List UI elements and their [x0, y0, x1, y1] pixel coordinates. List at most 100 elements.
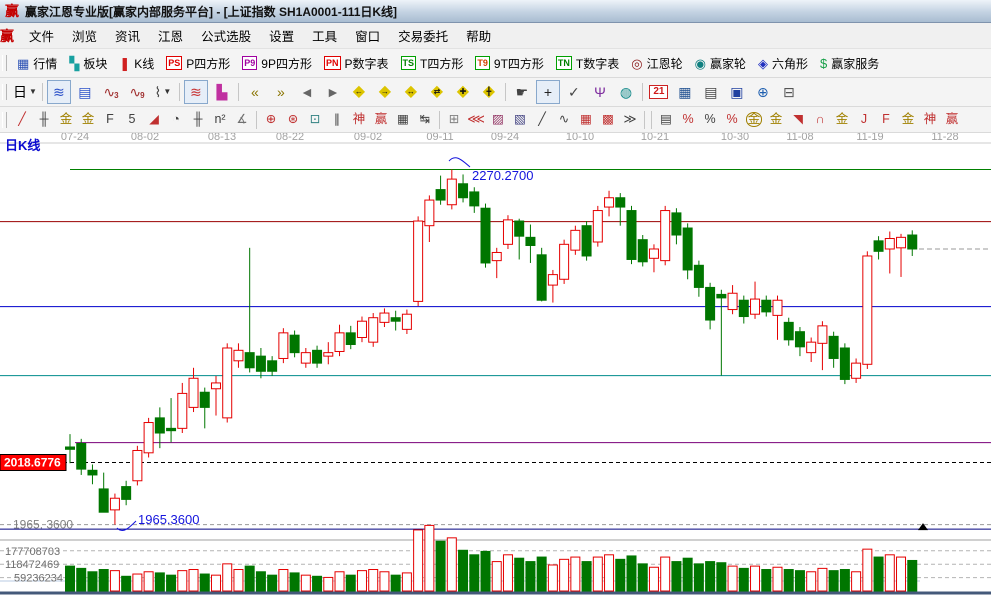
menu-item-formula-stock-pick[interactable]: 公式选股	[201, 30, 252, 44]
menu-item-browse[interactable]: 浏览	[72, 30, 98, 44]
tool-k-count-icon[interactable]: ∥	[326, 109, 348, 131]
menu-item-help[interactable]: 帮助	[466, 30, 492, 44]
tool-gold-scale-1-icon[interactable]: 金	[55, 109, 77, 131]
tool-price-ladder-icon[interactable]: ▤	[655, 109, 677, 131]
toolbar-grip[interactable]	[2, 55, 7, 71]
toolbar-item-quotes[interactable]: ▦ 行情	[11, 51, 63, 75]
tool-f-scale-icon[interactable]: F	[99, 109, 121, 131]
tool-calendar-21-icon[interactable]: 21	[647, 80, 671, 104]
tool-print-icon[interactable]: ⊟	[777, 80, 801, 104]
tool-jump-first-icon[interactable]: «	[243, 80, 267, 104]
tool-save-icon[interactable]: ▣	[725, 80, 749, 104]
toolbar-item-kline[interactable]: ❚ K线	[113, 51, 160, 75]
tool-wave-9-icon[interactable]: ∿ 9	[129, 84, 145, 100]
tool-hand-pan-icon[interactable]: ☛	[510, 80, 534, 104]
tool-angle-gauge-icon[interactable]: ∡	[231, 109, 253, 131]
tool-time-cycle-icon[interactable]: ◔	[165, 109, 187, 131]
tool-trend-line-icon[interactable]: ╱	[531, 109, 553, 131]
tool-square-spiral-icon[interactable]: ⊡	[304, 109, 326, 131]
tool-gold-angle-line-icon[interactable]: 金	[831, 109, 853, 131]
toolbar-item-hexagon[interactable]: ◈ 六角形	[752, 51, 814, 75]
tool-fan-lines-icon[interactable]: ⋘	[465, 109, 487, 131]
toolbar-item-p-square[interactable]: PS P四方形	[160, 51, 236, 75]
tool-ying-angle-icon[interactable]: 赢	[941, 109, 963, 131]
tool-step-forward-icon[interactable]: ►	[321, 80, 345, 104]
tool-gold-level-icon[interactable]: 金	[765, 109, 787, 131]
menu-item-tools[interactable]: 工具	[312, 30, 338, 44]
toolbar-item-gann-wheel[interactable]: ◎ 江恩轮	[625, 51, 688, 75]
tool-zigzag-line-icon[interactable]: ∿	[553, 109, 575, 131]
tool-fit-all-icon[interactable]: ◆ ╋	[477, 80, 501, 104]
tool-grid-small-icon[interactable]: ▦	[575, 109, 597, 131]
tool-pan-right-icon[interactable]: ◆ →	[373, 80, 397, 104]
tool-shen-angle-icon[interactable]: 神	[919, 109, 941, 131]
tool-percent-icon[interactable]: %	[699, 109, 721, 131]
tool-polyline-measure-icon[interactable]: ✓	[562, 80, 586, 104]
tool-percent-line-icon[interactable]: %	[721, 109, 743, 131]
menu-item-settings[interactable]: 设置	[269, 30, 295, 44]
toolbar-grip[interactable]	[2, 84, 7, 100]
tool-gold-angle-icon[interactable]: 金	[897, 109, 919, 131]
tool-gold-scale-2-icon[interactable]: 金	[77, 109, 99, 131]
tool-parallel-lines-icon[interactable]: ≫	[619, 109, 641, 131]
tool-spiral-tool-icon[interactable]: ◍	[614, 80, 638, 104]
tool-crosshair-icon[interactable]: +	[535, 80, 560, 104]
tool-grid-axis-icon[interactable]: ▩	[597, 109, 619, 131]
tool-profile-chart-icon[interactable]: ▙	[210, 80, 234, 104]
toolbar-item-t-square[interactable]: TS T四方形	[395, 51, 470, 75]
tool-pen-scale-icon[interactable]: ◢	[143, 109, 165, 131]
toolbar-item-winner-service[interactable]: $ 赢家服务	[814, 51, 885, 75]
tool-gann-purple-tool-icon[interactable]: Ψ	[588, 80, 612, 104]
tool-candle-style-icon[interactable]: ⌇ ▼	[151, 80, 175, 104]
tool-step-back-icon[interactable]: ◄	[295, 80, 319, 104]
tool-pan-left-icon[interactable]: ◆ ←	[347, 80, 371, 104]
tool-percent-zone-icon[interactable]: %	[677, 109, 699, 131]
tool-shen-scale-icon[interactable]: 神	[348, 109, 370, 131]
tool-ying-scale-icon[interactable]: 赢	[370, 109, 392, 131]
tool-expand-view-icon[interactable]: ◆ ✚	[451, 80, 475, 104]
tool-period-day-icon[interactable]: 日 ▼	[12, 80, 38, 104]
tool-pattern-red-icon[interactable]: ≋	[183, 80, 208, 104]
menu-item-gann[interactable]: 江恩	[158, 30, 184, 44]
tool-five-scale-icon[interactable]: 5	[121, 109, 143, 131]
tool-calculator-icon[interactable]: ▦	[673, 80, 697, 104]
scroll-marker-triangle[interactable]	[918, 523, 928, 531]
toolbar-item-9t-square[interactable]: T9 9T四方形	[469, 51, 550, 75]
toolbar-item-winner-wheel[interactable]: ◉ 赢家轮	[689, 51, 752, 75]
tool-span-measure-icon[interactable]: ↹	[414, 109, 436, 131]
tool-arc-wave-icon[interactable]: ∩	[809, 109, 831, 131]
toolbar-grip[interactable]	[2, 111, 7, 128]
tool-brush-icon[interactable]: ╱	[11, 109, 33, 131]
tool-n2-scale-icon[interactable]: n²	[209, 109, 231, 131]
tool-marker-pen-icon[interactable]: ◥	[787, 109, 809, 131]
toolbar-item-t-number-table[interactable]: TN T数字表	[550, 51, 625, 75]
tool-jump-last-icon[interactable]: »	[269, 80, 293, 104]
tool-wave-3-icon[interactable]: ∿ 3	[103, 84, 119, 100]
toolbar-item-sectors[interactable]: ▚ 板块	[63, 51, 113, 75]
toolbar-item-p-number-table[interactable]: PN P数字表	[318, 51, 395, 75]
tool-info-note-icon[interactable]: ▤	[73, 80, 97, 104]
tool-zoom-horizontal-icon[interactable]: ◆ ↔	[399, 80, 423, 104]
tool-pattern-map-icon[interactable]: ≋	[46, 80, 71, 104]
tool-tick-scale-icon[interactable]: ╫	[187, 109, 209, 131]
menu-item-file[interactable]: 文件	[29, 30, 55, 44]
kline-chart[interactable]: 07-24 08-02 08-13 08-22 09-02 09-11 09-24 10-10…	[0, 131, 991, 596]
menu-item-trade-order[interactable]: 交易委托	[398, 30, 449, 44]
tool-star-grid-icon[interactable]: ⊛	[282, 109, 304, 131]
tool-compass-target-icon[interactable]: ⊕	[260, 109, 282, 131]
tool-f-angle-icon[interactable]: F	[875, 109, 897, 131]
menu-item-news[interactable]: 资讯	[115, 30, 141, 44]
tool-gann-scale-icon[interactable]: ╫	[33, 109, 55, 131]
toolbar-item-9p-square[interactable]: P9 9P四方形	[236, 51, 318, 75]
tool-j-angle-icon[interactable]: J	[853, 109, 875, 131]
tool-gold-circle-icon[interactable]: 金	[743, 109, 765, 131]
tool-notes-icon[interactable]: ▤	[699, 80, 723, 104]
tool-compress-view-icon[interactable]: ◆ ⇄	[425, 80, 449, 104]
tool-box-frame-icon[interactable]: ⊞	[443, 109, 465, 131]
period-day-dropdown-arrow[interactable]: ▼	[29, 87, 37, 96]
tool-fan-box-icon[interactable]: ▨	[487, 109, 509, 131]
tool-grid-123-icon[interactable]: ▦	[392, 109, 414, 131]
candle-style-dropdown-arrow[interactable]: ▼	[163, 87, 172, 96]
tool-shade-box-icon[interactable]: ▧	[509, 109, 531, 131]
menu-item-window[interactable]: 窗口	[355, 30, 381, 44]
